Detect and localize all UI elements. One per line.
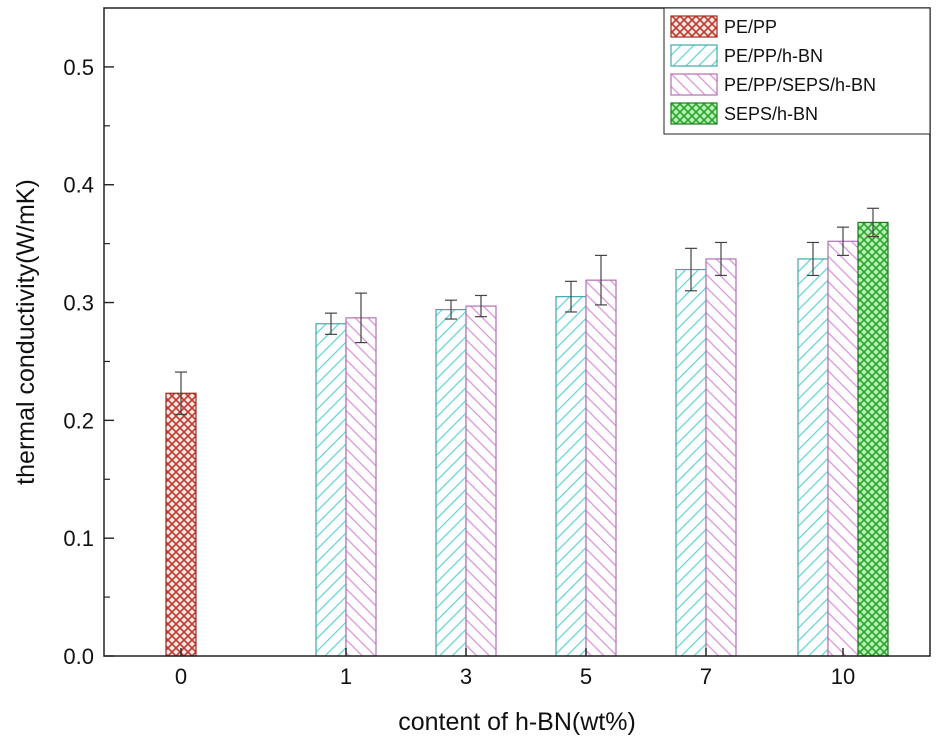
error-bar-10-seps-h-bn [867, 207, 879, 238]
y-tick-label: 0.3 [63, 291, 94, 316]
error-bar-0-pe-pp [175, 371, 187, 416]
bar-7-pe-pp-h-bn [675, 268, 707, 657]
error-bar-3-pe-pp-seps-h-bn [475, 294, 487, 318]
x-tick-label: 1 [340, 664, 352, 689]
legend-label: PE/PP [724, 17, 777, 37]
error-bar-1-pe-pp-seps-h-bn [355, 292, 367, 344]
x-tick-label: 5 [580, 664, 592, 689]
bar-0-pe-pp [165, 392, 197, 657]
y-tick-label: 0.4 [63, 173, 94, 198]
x-tick-label: 7 [700, 664, 712, 689]
x-tick-label: 10 [831, 664, 855, 689]
error-bar-7-pe-pp-h-bn [685, 247, 697, 292]
y-axis: 0.0 0.1 0.2 0.3 0.4 0.5 [63, 55, 114, 669]
legend-label: PE/PP/SEPS/h-BN [724, 75, 876, 95]
bar-10-seps-h-bn [857, 221, 889, 657]
x-tick-label: 0 [175, 664, 187, 689]
bar-3-pe-pp-seps-h-bn [465, 305, 497, 657]
error-bar-1-pe-pp-h-bn [325, 312, 337, 335]
bar-10-pe-pp-h-bn [797, 258, 829, 657]
bars-group [165, 221, 889, 657]
error-bars-group [175, 207, 879, 416]
x-axis-title: content of h-BN(wt%) [398, 708, 636, 736]
bar-10-pe-pp-seps-h-bn [827, 240, 859, 657]
bar-5-pe-pp-seps-h-bn [585, 279, 617, 657]
y-tick-label: 0.2 [63, 408, 94, 433]
error-bar-10-pe-pp-seps-h-bn [837, 226, 849, 257]
error-bar-5-pe-pp-seps-h-bn [595, 254, 607, 306]
error-bar-7-pe-pp-seps-h-bn [715, 241, 727, 277]
bar-1-pe-pp-seps-h-bn [345, 317, 377, 657]
y-tick-label: 0.0 [63, 644, 94, 669]
error-bar-10-pe-pp-h-bn [807, 241, 819, 277]
bar-5-pe-pp-h-bn [555, 296, 587, 657]
bar-3-pe-pp-h-bn [435, 309, 467, 657]
legend-swatch-seps-h-bn [670, 102, 718, 125]
legend: PE/PP PE/PP/h-BN PE/PP/SEPS/h-BN SEPS/h-BN [663, 7, 931, 135]
y-axis-title: thermal conductivity(W/mK) [12, 179, 40, 485]
legend-swatch-pe-pp [670, 15, 718, 38]
plot-area-frame [103, 7, 931, 657]
legend-label: PE/PP/h-BN [724, 46, 823, 66]
error-bar-5-pe-pp-h-bn [565, 280, 577, 313]
bar-7-pe-pp-seps-h-bn [705, 258, 737, 657]
x-axis: 0 1 3 5 7 10 [175, 648, 855, 689]
y-tick-label: 0.5 [63, 55, 94, 80]
legend-swatch-pe-pp-h-bn [670, 44, 718, 67]
legend-label: SEPS/h-BN [724, 104, 818, 124]
error-bar-3-pe-pp-h-bn [445, 299, 457, 320]
y-tick-label: 0.1 [63, 526, 94, 551]
bar-1-pe-pp-h-bn [315, 323, 347, 657]
x-tick-label: 3 [460, 664, 472, 689]
legend-swatch-pe-pp-seps-h-bn [670, 73, 718, 96]
